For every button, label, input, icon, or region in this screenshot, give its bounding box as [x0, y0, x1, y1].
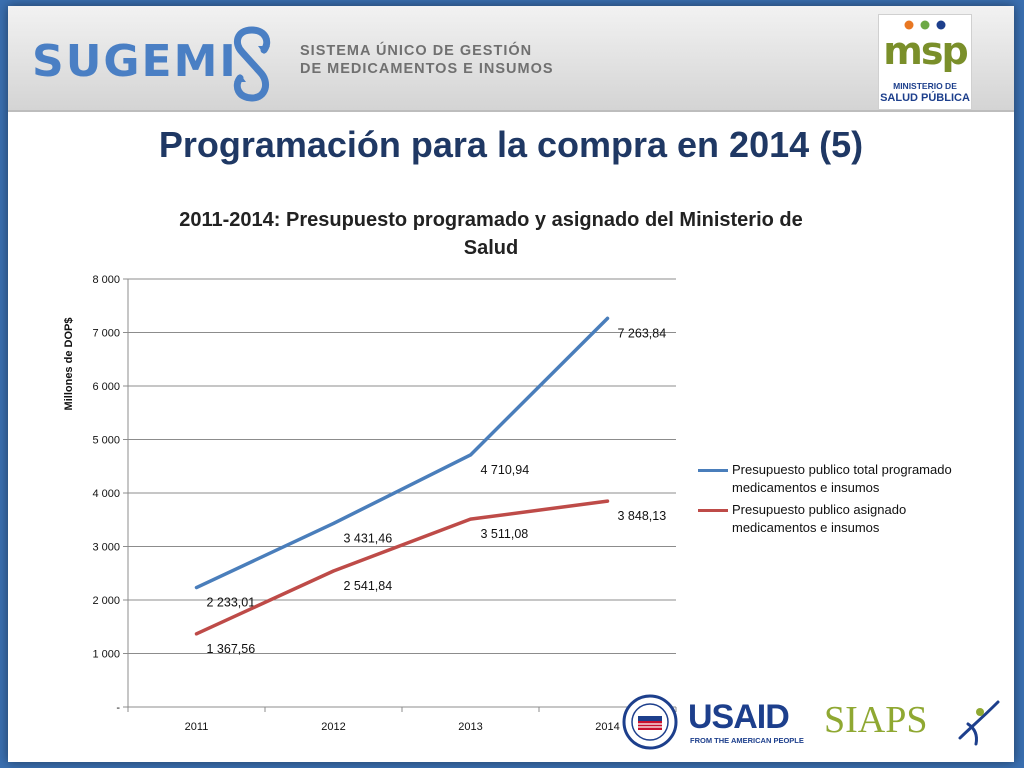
legend-swatch-asignado: [698, 509, 728, 512]
legend-item-asignado: Presupuesto publico asignado medicamento…: [698, 501, 998, 537]
chart-legend: Presupuesto publico total programado med…: [698, 461, 998, 541]
legend-label-programado: Presupuesto publico total programado med…: [732, 461, 952, 497]
x-tick-label-2014: 2014: [595, 721, 619, 733]
slide-frame: SUGEMI SISTEMA ÚNICO DE GESTIÓN DE MEDIC…: [8, 6, 1014, 762]
legend-asignado-line2: medicamentos e insumos: [732, 520, 880, 535]
header-banner: SUGEMI SISTEMA ÚNICO DE GESTIÓN DE MEDIC…: [8, 6, 1014, 112]
y-tick-label-3: 3 000: [92, 542, 120, 554]
footer-logos: USAID FROM THE AMERICAN PEOPLE SIAPS: [620, 692, 1006, 752]
series-1-data-label-2013: 3 511,08: [481, 527, 529, 541]
chart-title: 2011-2014: Presupuesto programado y asig…: [108, 206, 874, 262]
chart-title-line1: 2011-2014: Presupuesto programado y asig…: [179, 209, 803, 231]
series-line-1: [194, 499, 610, 636]
y-tick-label-1: 1 000: [92, 649, 120, 661]
series-0-data-label-2011: 2 233,01: [207, 596, 256, 610]
x-tick-label-2012: 2012: [321, 721, 345, 733]
series-0-point-2012: [332, 521, 335, 525]
series-1-point-2012: [332, 569, 335, 573]
msp-logo: msp MINISTERIO DE SALUD PÚBLICA: [878, 14, 972, 110]
series-1-point-2014: [606, 499, 609, 503]
msp-line2: SALUD PÚBLICA: [880, 92, 970, 104]
legend-item-programado: Presupuesto publico total programado med…: [698, 461, 998, 497]
series-1-data-label-2011: 1 367,56: [207, 642, 256, 656]
series-1-point-2011: [195, 632, 198, 636]
x-tick-label-2013: 2013: [458, 721, 482, 733]
series-0-data-label-2012: 3 431,46: [344, 531, 393, 545]
line-chart: - 1 000 2 000 3 000 4 000 5 000 6 000 7 000 8 00…: [63, 274, 677, 733]
series-line-0: [194, 316, 610, 590]
legend-asignado-line1: Presupuesto publico asignado: [732, 502, 907, 517]
sugemi-tagline: SISTEMA ÚNICO DE GESTIÓN DE MEDICAMENTOS…: [300, 42, 554, 78]
sugemi-tagline-line2: DE MEDICAMENTOS E INSUMOS: [300, 61, 554, 77]
sugemi-logo: SUGEMI: [32, 36, 238, 87]
siaps-figure-icon: [958, 700, 1000, 746]
series-0-point-2014: [606, 316, 609, 320]
y-tick-label-6: 6 000: [92, 381, 120, 393]
sugemi-tagline-line1: SISTEMA ÚNICO DE GESTIÓN: [300, 43, 533, 59]
sugemi-emblem-icon: [233, 26, 271, 102]
series-0-point-2011: [195, 586, 198, 590]
y-tick-label-8: 8 000: [92, 274, 120, 286]
legend-label-asignado: Presupuesto publico asignado medicamento…: [732, 501, 906, 537]
y-axis-label: Millones de DOP$: [63, 318, 75, 411]
series-1-data-label-2014: 3 848,13: [618, 509, 667, 523]
y-tick-label-4: 4 000: [92, 488, 120, 500]
y-tick-label-2: 2 000: [92, 595, 120, 607]
series-0-data-label-2014: 7 263,84: [618, 326, 667, 340]
legend-swatch-programado: [698, 469, 728, 472]
msp-line1: MINISTERIO DE: [893, 81, 957, 91]
usaid-logo: USAID: [688, 698, 790, 736]
msp-figures-icon: [904, 20, 946, 30]
y-tick-label-7: 7 000: [92, 328, 120, 340]
legend-programado-line1: Presupuesto publico total programado: [732, 462, 952, 477]
series-1-point-2013: [469, 517, 472, 521]
msp-logo-letters: msp: [883, 29, 968, 73]
series-0-data-label-2013: 4 710,94: [481, 463, 530, 477]
y-tick-label-5: 5 000: [92, 435, 120, 447]
usaid-seal-icon: [622, 694, 678, 750]
series-0-point-2013: [469, 453, 472, 457]
siaps-logo: SIAPS: [824, 699, 928, 741]
series-1-data-label-2012: 2 541,84: [344, 579, 393, 593]
page-title: Programación para la compra en 2014 (5): [158, 124, 864, 165]
usaid-tagline: FROM THE AMERICAN PEOPLE: [690, 736, 804, 745]
chart-title-line2: Salud: [463, 237, 519, 259]
y-tick-label-0: -: [116, 702, 120, 714]
x-tick-label-2011: 2011: [185, 721, 209, 733]
legend-programado-line2: medicamentos e insumos: [732, 480, 880, 495]
